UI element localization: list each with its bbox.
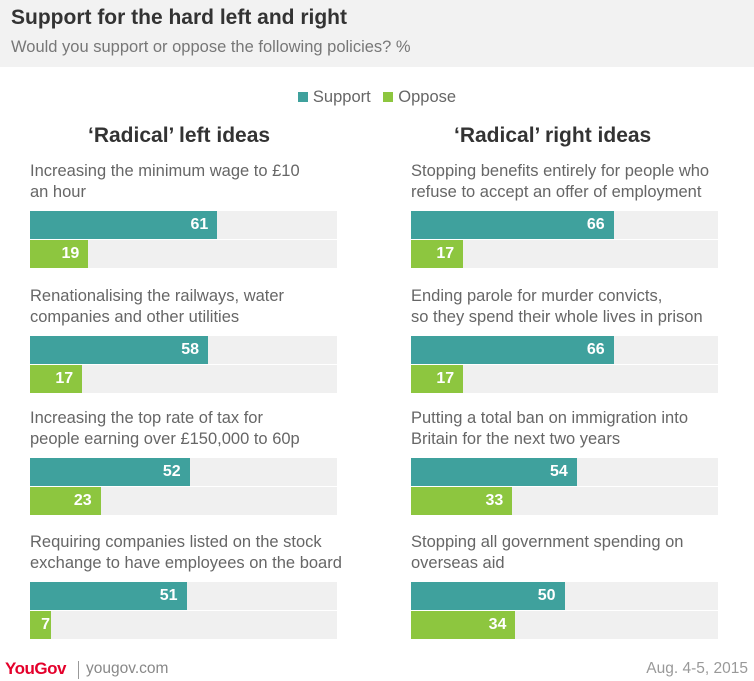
bar-track-left-4-oppose: 7	[30, 611, 337, 639]
bar-track-left-3-oppose: 23	[30, 487, 337, 515]
bar-value-label: 58	[181, 341, 200, 358]
bar-oppose-left-1	[30, 240, 89, 268]
header: Support for the hard left and right Woul…	[0, 0, 754, 67]
bar-value-label: 19	[61, 245, 80, 262]
chart-title: Support for the hard left and right	[11, 6, 347, 29]
bar-value-label: 33	[485, 492, 504, 509]
footer-url: yougov.com	[86, 660, 169, 677]
bar-support-left-4	[30, 582, 187, 610]
bar-track-right-2-oppose: 17	[411, 365, 718, 393]
legend-swatch-support	[297, 92, 308, 102]
bar-track-right-3-support: 54	[411, 458, 718, 486]
legend-item-oppose: Oppose	[383, 88, 456, 107]
bar-track-right-1-support: 66	[411, 211, 718, 239]
question-label-right-2: Ending parole for murder convicts, so th…	[411, 287, 703, 326]
bar-track-left-4-support: 51	[30, 582, 337, 610]
bar-value-label: 50	[537, 587, 556, 604]
yougov-logo: YouGov	[5, 659, 66, 678]
bar-oppose-left-2	[30, 365, 83, 393]
bar-track-left-1-oppose: 19	[30, 240, 337, 268]
bar-track-right-4-support: 50	[411, 582, 718, 610]
bar-value-label: 34	[488, 616, 507, 633]
bar-value-label: 17	[55, 370, 74, 387]
question-label-left-2: Renationalising the railways, water comp…	[30, 287, 285, 326]
bar-track-right-2-support: 66	[411, 336, 718, 364]
question-label-left-1: Increasing the minimum wage to £10 an ho…	[30, 162, 300, 201]
bar-oppose-right-4	[411, 611, 516, 639]
legend-item-support: Support	[297, 88, 371, 107]
chart-subtitle: Would you support or oppose the followin…	[11, 38, 411, 56]
legend-label-oppose: Oppose	[398, 88, 457, 106]
bar-value-label: 66	[586, 216, 605, 233]
legend: Support Oppose	[0, 88, 754, 107]
bar-value-label: 66	[586, 341, 605, 358]
bar-value-label: 61	[190, 216, 209, 233]
question-label-left-3: Increasing the top rate of tax for peopl…	[30, 409, 300, 448]
bar-track-left-1-support: 61	[30, 211, 337, 239]
bar-oppose-left-3	[30, 487, 101, 515]
question-label-right-3: Putting a total ban on immigration into …	[411, 409, 688, 448]
bar-value-label: 54	[549, 463, 568, 480]
question-label-left-4: Requiring companies listed on the stock …	[30, 533, 342, 572]
legend-swatch-oppose	[383, 92, 394, 102]
bar-track-left-2-support: 58	[30, 336, 337, 364]
panel-title-right: ‘Radical’ right ideas	[454, 124, 652, 147]
bar-track-left-2-oppose: 17	[30, 365, 337, 393]
bar-support-left-1	[30, 211, 218, 239]
bar-value-label: 51	[159, 587, 178, 604]
bar-support-right-2	[411, 336, 614, 364]
footer-date: Aug. 4-5, 2015	[646, 660, 748, 677]
bar-value-label: 7	[41, 616, 50, 633]
bar-oppose-right-2	[411, 365, 464, 393]
bar-support-right-3	[411, 458, 577, 486]
question-label-right-1: Stopping benefits entirely for people wh…	[411, 162, 710, 201]
bar-track-right-4-oppose: 34	[411, 611, 718, 639]
bar-support-left-3	[30, 458, 190, 486]
question-label-right-4: Stopping all government spending on over…	[411, 533, 684, 572]
bar-track-right-3-oppose: 33	[411, 487, 718, 515]
bar-support-left-2	[30, 336, 209, 364]
bar-support-right-1	[411, 211, 614, 239]
footer-divider	[78, 661, 79, 679]
bar-support-right-4	[411, 582, 565, 610]
bar-oppose-right-3	[411, 487, 513, 515]
panel-title-left: ‘Radical’ left ideas	[88, 124, 271, 147]
bar-oppose-left-4	[30, 611, 52, 639]
bar-value-label: 52	[162, 463, 181, 480]
bar-oppose-right-1	[411, 240, 464, 268]
bar-track-left-3-support: 52	[30, 458, 337, 486]
bar-value-label: 17	[436, 245, 455, 262]
bar-value-label: 23	[73, 492, 92, 509]
bar-value-label: 17	[436, 370, 455, 387]
bar-track-right-1-oppose: 17	[411, 240, 718, 268]
legend-label-support: Support	[312, 88, 371, 106]
